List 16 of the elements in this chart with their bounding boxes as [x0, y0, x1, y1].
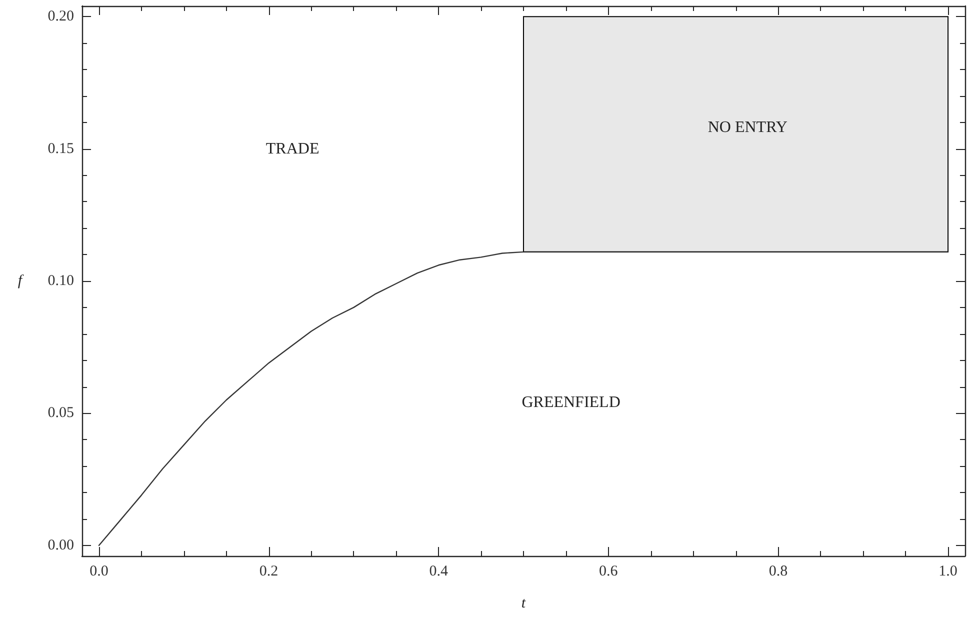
x-tick-label: 0.4: [429, 564, 448, 580]
y-tick-label: 0.10: [48, 273, 74, 289]
x-tick-label: 1.0: [938, 564, 958, 580]
x-tick-label: 0.2: [259, 564, 278, 580]
annotation: GREENFIELD: [522, 394, 620, 412]
annotation: TRADE: [266, 140, 320, 158]
x-tick-label: 0.8: [768, 564, 788, 580]
x-axis-title: t: [521, 596, 526, 612]
y-tick-label: 0.00: [48, 537, 74, 554]
y-tick-label: 0.20: [48, 8, 74, 25]
annotation: NO ENTRY: [708, 119, 788, 136]
y-axis-title: f: [18, 273, 24, 289]
x-tick-label: 0.0: [90, 564, 108, 580]
y-tick-label: 0.05: [48, 405, 74, 422]
y-tick-label: 0.15: [48, 140, 74, 157]
x-tick-label: 0.6: [599, 564, 618, 580]
